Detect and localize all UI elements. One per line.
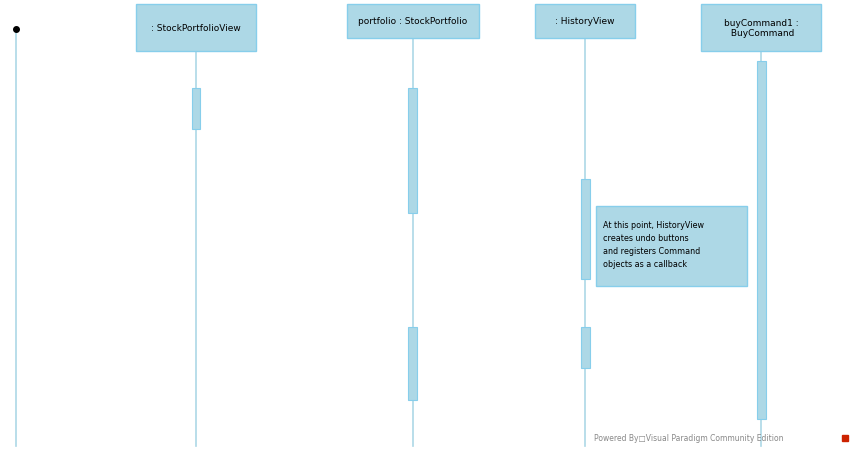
Text: buyCommand1 :
 BuyCommand: buyCommand1 : BuyCommand (724, 19, 799, 38)
Text: Powered By□Visual Paradigm Community Edition: Powered By□Visual Paradigm Community Edi… (594, 433, 784, 442)
Bar (136, 5, 256, 52)
Text: : HistoryView: : HistoryView (556, 17, 615, 26)
Bar (581, 180, 590, 280)
Text: : StockPortfolioView: : StockPortfolioView (151, 24, 241, 33)
Bar (192, 89, 200, 130)
Bar (536, 5, 636, 39)
Bar (581, 328, 590, 369)
Bar (757, 61, 766, 419)
Bar (408, 89, 417, 214)
Bar (701, 5, 821, 52)
Text: At this point, HistoryView
creates undo buttons
and registers Command
objects as: At this point, HistoryView creates undo … (603, 220, 703, 269)
Bar (408, 328, 417, 400)
Bar (596, 207, 747, 287)
Text: portfolio : StockPortfolio: portfolio : StockPortfolio (358, 17, 467, 26)
Bar (347, 5, 479, 39)
